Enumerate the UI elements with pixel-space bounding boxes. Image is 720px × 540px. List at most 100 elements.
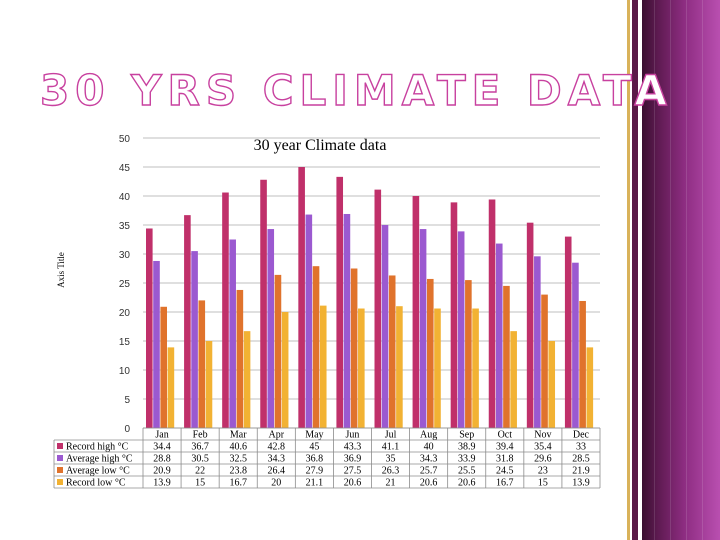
bar [586, 347, 594, 428]
data-cell: 33.9 [458, 454, 476, 465]
bar [260, 179, 267, 428]
data-cell: 40.6 [229, 442, 247, 453]
data-cell: 22 [195, 466, 205, 477]
bar [541, 294, 548, 428]
x-category-label: Oct [498, 430, 513, 441]
decorative-side-band [642, 0, 720, 540]
bar [526, 222, 534, 428]
slide-title: 30 YRS CLIMATE DATA [39, 65, 673, 115]
grid-layer [143, 137, 600, 429]
bar [465, 280, 472, 428]
x-category-label: Aug [420, 430, 437, 441]
bar [564, 236, 572, 428]
y-tick-label: 25 [119, 279, 131, 290]
bar [381, 225, 389, 428]
y-tick-label: 10 [119, 366, 131, 377]
x-category-label: Apr [269, 430, 285, 441]
bar [319, 305, 327, 428]
data-cell: 43.3 [344, 442, 362, 453]
data-cell: 38.9 [458, 442, 476, 453]
data-cell: 13.9 [572, 478, 590, 489]
bar [281, 312, 289, 428]
bar [267, 229, 275, 428]
y-tick-label: 20 [119, 308, 131, 319]
bar [160, 306, 167, 428]
x-category-label: Nov [534, 430, 551, 441]
data-cell: 36.9 [344, 454, 362, 465]
data-cell: 34.3 [420, 454, 438, 465]
y-tick-labels: 0 5 10 15 20 25 30 35 40 45 50 [119, 134, 131, 435]
data-cell: 15 [195, 478, 205, 489]
data-cell: 15 [538, 478, 548, 489]
x-category-label: Dec [573, 430, 590, 441]
bar [205, 341, 213, 428]
data-cell: 20.6 [344, 478, 362, 489]
data-cell: 26.3 [382, 466, 400, 477]
data-cell: 26.4 [268, 466, 286, 477]
bars-layer [146, 167, 594, 428]
data-cell: 40 [424, 442, 434, 453]
bar [503, 285, 510, 428]
data-cell: 35 [386, 454, 396, 465]
bar [457, 231, 465, 428]
data-cell: 21 [386, 478, 396, 489]
y-tick-label: 35 [119, 221, 131, 232]
bar [153, 260, 160, 428]
data-cell: 28.5 [572, 454, 590, 465]
legend-swatch [57, 443, 63, 449]
y-tick-label: 5 [124, 395, 130, 406]
bar [167, 347, 175, 428]
bar [534, 256, 541, 428]
y-tick-label: 15 [119, 337, 131, 348]
y-tick-label: 40 [119, 192, 131, 203]
legend-swatch [57, 467, 63, 473]
bar [236, 289, 244, 428]
bar [434, 308, 441, 428]
data-table: Jan Feb Mar Apr May Jun Jul Aug Sep Oct Nov Dec Reco… [53, 427, 601, 489]
legend-swatch [57, 479, 63, 485]
data-cell: 24.5 [496, 466, 514, 477]
x-category-label: Sep [459, 430, 474, 441]
y-tick-label: 45 [119, 163, 131, 174]
x-category-label: Jul [385, 430, 397, 441]
data-cell: 23 [538, 466, 548, 477]
x-category-label: Jan [155, 430, 168, 441]
x-category-label: May [305, 430, 323, 441]
bar [572, 262, 579, 428]
bar [350, 268, 358, 428]
x-category-label: Feb [193, 430, 208, 441]
bar [184, 215, 191, 428]
bar [495, 243, 503, 428]
data-cell: 33 [576, 442, 586, 453]
data-cell: 16.7 [496, 478, 514, 489]
bar [336, 176, 344, 428]
data-cell: 32.5 [229, 454, 247, 465]
data-cell: 23.8 [229, 466, 247, 477]
bar [412, 196, 420, 428]
bar [298, 167, 305, 428]
climate-chart: 30 year Climate data Axis Title 0 5 10 15 20… [53, 134, 601, 489]
bar [274, 274, 282, 428]
legend-label: Record high °C [66, 442, 129, 453]
bar [548, 341, 556, 428]
data-cell: 39.4 [496, 442, 514, 453]
data-cell: 34.4 [153, 442, 171, 453]
bar [191, 251, 198, 428]
data-cell: 45 [309, 442, 319, 453]
bar [472, 308, 479, 428]
data-cell: 42.8 [268, 442, 286, 453]
bar [198, 300, 206, 428]
data-cell: 30.5 [191, 454, 209, 465]
bar [146, 228, 153, 428]
data-cell: 36.8 [306, 454, 324, 465]
data-cell: 20.9 [153, 466, 171, 477]
data-cell: 41.1 [382, 442, 400, 453]
data-cell: 13.9 [153, 478, 171, 489]
legend-label: Average high °C [66, 454, 133, 465]
bar [305, 214, 313, 428]
y-axis-title: Axis Title [56, 252, 66, 288]
bar [222, 192, 229, 428]
bar [426, 278, 434, 428]
y-tick-label: 0 [124, 424, 130, 435]
y-tick-label: 50 [119, 134, 131, 145]
